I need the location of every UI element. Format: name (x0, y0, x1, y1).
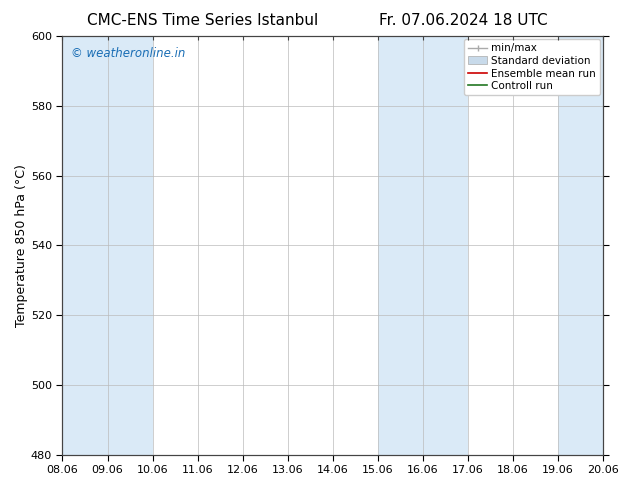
Bar (423, 36, 468, 455)
Bar (62, 36, 108, 455)
Text: Fr. 07.06.2024 18 UTC: Fr. 07.06.2024 18 UTC (378, 13, 547, 28)
Bar (378, 36, 423, 455)
Text: © weatheronline.in: © weatheronline.in (70, 47, 185, 60)
Legend: min/max, Standard deviation, Ensemble mean run, Controll run: min/max, Standard deviation, Ensemble me… (464, 39, 600, 96)
Text: CMC-ENS Time Series Istanbul: CMC-ENS Time Series Istanbul (87, 13, 318, 28)
Y-axis label: Temperature 850 hPa (°C): Temperature 850 hPa (°C) (15, 164, 28, 327)
Bar (558, 36, 603, 455)
Bar (108, 36, 153, 455)
